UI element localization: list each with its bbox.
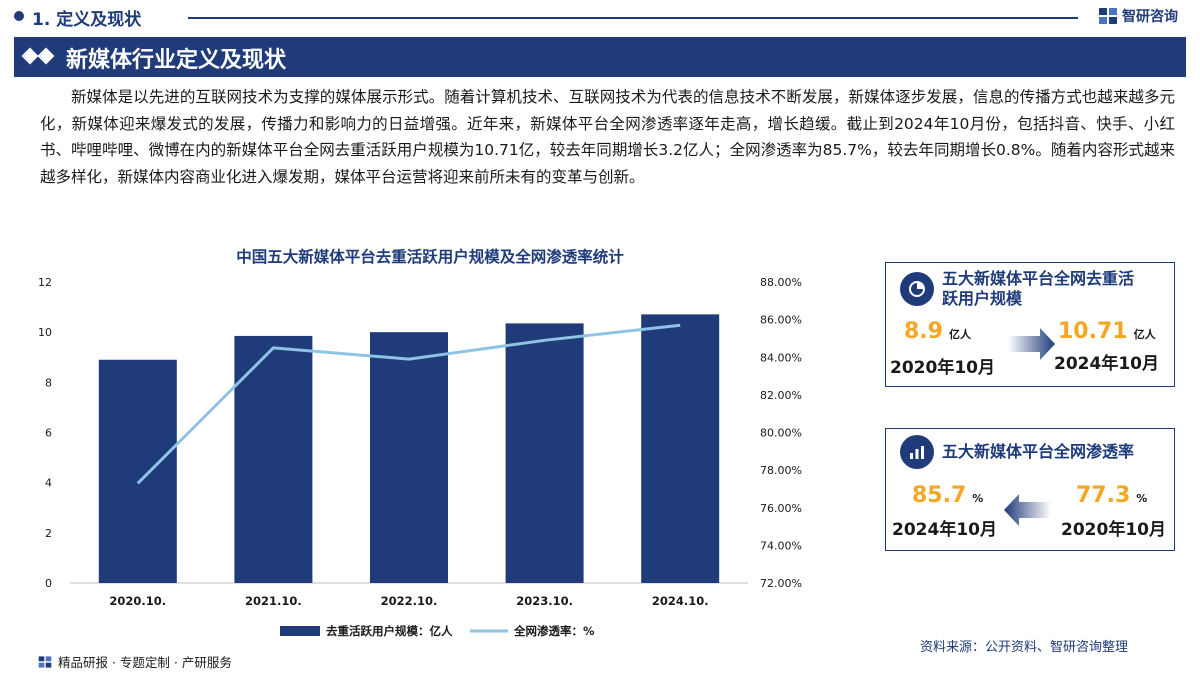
card-title: 五大新媒体平台全网渗透率 — [942, 442, 1135, 461]
chart-svg: 0 2 4 6 8 10 12 72.00% 74.00% 76.00% 78.00% 80.00% 8… — [38, 276, 802, 638]
brand-logo-icon — [1099, 8, 1117, 24]
chart: 中国五大新媒体平台去重活跃用户规模及全网渗透率统计 0 2 4 6 8 10 12 72.00… — [30, 240, 830, 645]
penetration-card: 五大新媒体平台全网渗透率 85.7% 2024年10月 77.3% 2020年1… — [885, 428, 1175, 551]
y-left-tick-label: 0 — [45, 577, 52, 590]
intro-paragraph: 新媒体是以先进的互联网技术为支撑的媒体展示形式。随着计算机技术、互联网技术为代表… — [40, 88, 1175, 186]
footer-tagline: 精品研报 · 专题定制 · 产研服务 — [38, 652, 232, 671]
y-right-tick-label: 80.00% — [760, 427, 802, 440]
right-value: 77.3 — [1076, 483, 1131, 508]
x-tick-label: 2022.10. — [381, 594, 438, 608]
section-divider — [188, 17, 1078, 19]
to-value-group: 10.71 亿人 — [1058, 319, 1156, 344]
card-title-line2: 跃用户规模 — [942, 289, 1023, 308]
from-value-group: 8.9 亿人 — [904, 319, 971, 344]
diamond-icon — [21, 47, 39, 65]
left-date: 2024年10月 — [892, 520, 997, 540]
bar — [505, 323, 584, 583]
y-right-tick-label: 84.00% — [760, 351, 802, 364]
pie-chart-icon — [900, 272, 934, 306]
y-right-tick-label: 86.00% — [760, 314, 802, 327]
y-left-tick-label: 10 — [38, 326, 52, 339]
card-header: 五大新媒体平台全网渗透率 — [886, 429, 1174, 469]
left-value-group: 85.7% — [912, 483, 983, 508]
x-tick-label: 2023.10. — [516, 594, 573, 608]
brand-logo-icon — [38, 655, 52, 668]
y-right-tick-label: 82.00% — [760, 389, 802, 402]
bar — [370, 332, 448, 583]
chart-title: 中国五大新媒体平台去重活跃用户规模及全网渗透率统计 — [236, 248, 624, 266]
legend-label-bar: 去重活跃用户规模：亿人 — [326, 624, 453, 638]
from-unit: 亿人 — [948, 328, 971, 341]
card-title: 五大新媒体平台全网去重活 跃用户规模 — [942, 269, 1134, 309]
y-left-tick-label: 12 — [38, 276, 52, 289]
legend-label-line: 全网渗透率：% — [513, 624, 595, 638]
from-date: 2020年10月 — [890, 358, 995, 378]
data-source: 资料来源：公开资料、智研咨询整理 — [920, 640, 1129, 655]
bar-chart-icon — [900, 435, 934, 469]
bar — [641, 314, 720, 583]
user-scale-card: 五大新媒体平台全网去重活 跃用户规模 8.9 亿人 2020年10月 10.71 亿… — [885, 262, 1175, 387]
legend-swatch-bar — [280, 626, 320, 636]
card-title-line1: 五大新媒体平台全网去重活 — [942, 269, 1135, 288]
y-right-tick-label: 88.00% — [760, 276, 802, 289]
x-tick-label: 2020.10. — [109, 594, 166, 608]
title-band: 新媒体行业定义及现状 — [14, 37, 1186, 77]
diamond-icon — [37, 47, 55, 65]
bar — [234, 335, 313, 583]
y-left-tick-label: 6 — [45, 427, 52, 440]
right-value-group: 77.3% — [1076, 483, 1147, 508]
y-left-tick-label: 4 — [45, 477, 52, 490]
bar — [98, 359, 177, 583]
from-value: 8.9 — [904, 319, 943, 344]
y-left-tick-label: 2 — [45, 527, 52, 540]
to-value: 10.71 — [1058, 319, 1128, 344]
top-bar: 1. 定义及现状 智研咨询 — [0, 0, 1200, 34]
line-series — [136, 323, 681, 485]
card-header: 五大新媒体平台全网去重活 跃用户规模 — [886, 263, 1174, 309]
y-right-tick-label: 74.00% — [760, 539, 802, 552]
right-date: 2020年10月 — [1061, 520, 1166, 540]
y-left-tick-label: 8 — [45, 376, 52, 389]
left-unit: % — [972, 492, 984, 505]
x-tick-label: 2021.10. — [245, 594, 302, 608]
brand-name: 智研咨询 — [1122, 9, 1178, 25]
x-tick-label: 2024.10. — [652, 594, 709, 608]
section-title: 1. 定义及现状 — [32, 10, 142, 30]
to-unit: 亿人 — [1133, 328, 1156, 341]
to-date: 2024年10月 — [1054, 354, 1159, 374]
arrow-left-icon — [1004, 494, 1051, 526]
y-right-tick-label: 78.00% — [760, 464, 802, 477]
left-value: 85.7 — [912, 483, 967, 508]
page-title: 新媒体行业定义及现状 — [66, 48, 287, 73]
y-right-tick-label: 72.00% — [760, 577, 802, 590]
right-unit: % — [1136, 492, 1148, 505]
brand: 智研咨询 — [1098, 6, 1178, 26]
y-right-tick-label: 76.00% — [760, 502, 802, 515]
footer-text: 精品研报 · 专题定制 · 产研服务 — [58, 655, 232, 670]
arrow-right-icon — [1008, 328, 1055, 360]
bullet-dot-icon — [14, 11, 24, 21]
